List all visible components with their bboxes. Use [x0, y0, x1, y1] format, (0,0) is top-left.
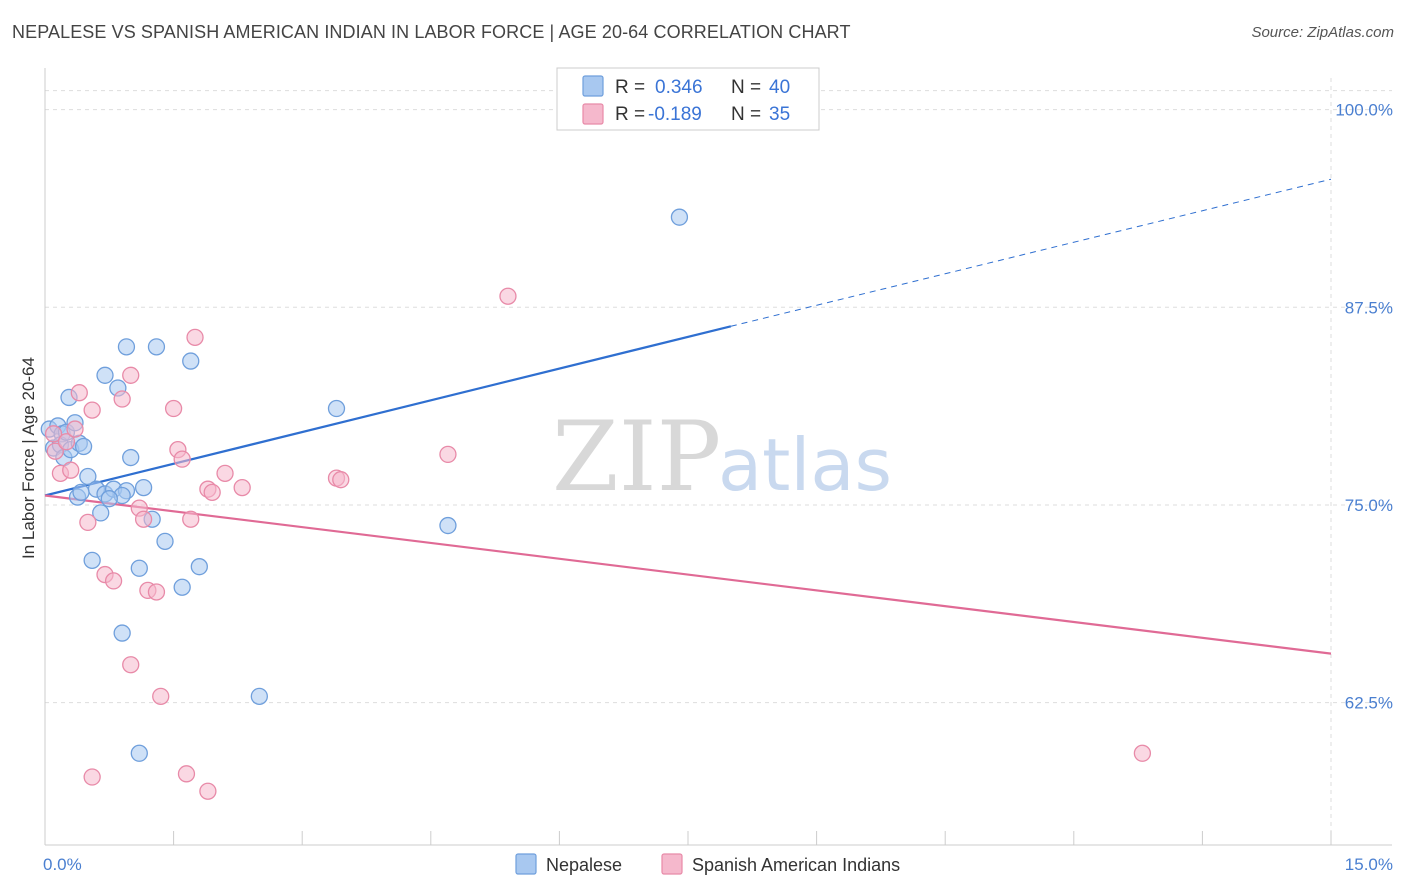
spanish-point: [44, 425, 63, 443]
nepalese-point: [670, 208, 689, 226]
nepalese-point: [96, 366, 114, 384]
spanish-point: [134, 510, 153, 528]
spanish-point: [177, 765, 196, 783]
spanish-point: [62, 461, 80, 479]
spanish-point: [499, 287, 517, 305]
spanish-point: [173, 450, 191, 468]
nepalese-point: [182, 352, 200, 370]
legend-n-label-spanish: N =: [731, 104, 761, 125]
spanish-point: [186, 328, 204, 347]
legend-swatch-spanish: [582, 103, 604, 125]
bottom-legend-swatch-spanish: [661, 853, 683, 875]
bottom-legend-label-nepalese: Nepalese: [546, 855, 622, 875]
watermark-atlas: atlas: [718, 423, 892, 507]
spanish-point: [203, 483, 221, 501]
nepalese-point: [83, 551, 101, 569]
spanish-point: [332, 471, 350, 489]
legend-r-value-spanish: -0.189: [648, 104, 702, 125]
x-tick-label: 0.0%: [43, 855, 82, 874]
tick-labels: 62.5% 75.0% 87.5% 100.0% 0.0% 15.0%: [43, 101, 1393, 874]
nepalese-point: [100, 490, 118, 508]
trend-line-nepalese-extension: [730, 178, 1332, 327]
spanish-point: [182, 510, 200, 528]
y-tick-label: 87.5%: [1345, 298, 1393, 317]
legend-n-label-nepalese: N =: [731, 77, 761, 98]
data-points: [40, 208, 1152, 800]
nepalese-point: [72, 483, 90, 501]
nepalese-point: [122, 448, 140, 467]
bottom-legend-swatch-nepalese: [515, 853, 537, 875]
legend-r-label-spanish: R =: [615, 104, 645, 125]
spanish-point: [147, 583, 166, 601]
chart-title: NEPALESE VS SPANISH AMERICAN INDIAN IN L…: [12, 22, 851, 42]
nepalese-point: [147, 338, 166, 356]
nepalese-point: [190, 558, 208, 576]
watermark-zip: ZIP: [552, 401, 721, 513]
y-tick-label: 62.5%: [1345, 694, 1393, 713]
nepalese-point: [327, 399, 346, 418]
spanish-point: [233, 478, 251, 497]
trend-line-nepalese: [44, 325, 732, 497]
legend: R = 0.346 N = 40 R = -0.189 N = 35: [556, 67, 820, 131]
legend-n-value-nepalese: 40: [769, 77, 790, 98]
spanish-point: [83, 401, 101, 419]
trend-lines: [44, 178, 1332, 655]
nepalese-point: [117, 338, 136, 356]
legend-n-value-spanish: 35: [769, 104, 790, 125]
spanish-point: [83, 768, 101, 786]
spanish-point: [70, 384, 88, 402]
nepalese-point: [130, 559, 148, 577]
chart-source: Source: ZipAtlas.com: [1251, 24, 1394, 41]
axes: [44, 68, 1392, 846]
spanish-point: [216, 464, 234, 483]
spanish-point: [79, 513, 97, 532]
spanish-point: [66, 420, 84, 438]
nepalese-point: [134, 478, 153, 497]
spanish-point: [164, 399, 183, 418]
spanish-point: [57, 433, 76, 451]
y-tick-label: 100.0%: [1335, 101, 1393, 120]
nepalese-point: [250, 687, 268, 705]
trend-line-spanish: [44, 494, 1332, 655]
legend-r-value-nepalese: 0.346: [655, 77, 703, 98]
spanish-point: [113, 390, 131, 408]
nepalese-point: [173, 578, 191, 596]
nepalese-point: [79, 467, 97, 486]
bottom-legend-label-spanish: Spanish American Indians: [692, 855, 900, 875]
nepalese-point: [113, 624, 131, 642]
spanish-point: [46, 442, 64, 460]
y-axis-label: In Labor Force | Age 20-64: [19, 357, 38, 559]
spanish-point: [439, 445, 457, 464]
legend-r-label-nepalese: R =: [615, 77, 645, 98]
nepalese-point: [74, 437, 93, 456]
spanish-point: [122, 656, 140, 674]
nepalese-point: [156, 532, 174, 551]
spanish-point: [122, 366, 140, 384]
x-tick-label: 15.0%: [1345, 855, 1393, 874]
nepalese-point: [130, 744, 148, 762]
spanish-point: [199, 782, 217, 800]
y-tick-label: 75.0%: [1345, 496, 1393, 515]
spanish-point: [104, 572, 123, 590]
nepalese-point: [92, 504, 110, 522]
spanish-point: [1133, 744, 1152, 762]
bottom-legend: Nepalese Spanish American Indians: [515, 853, 900, 875]
nepalese-point: [439, 516, 457, 535]
legend-swatch-nepalese: [582, 75, 604, 97]
spanish-point: [152, 687, 170, 705]
